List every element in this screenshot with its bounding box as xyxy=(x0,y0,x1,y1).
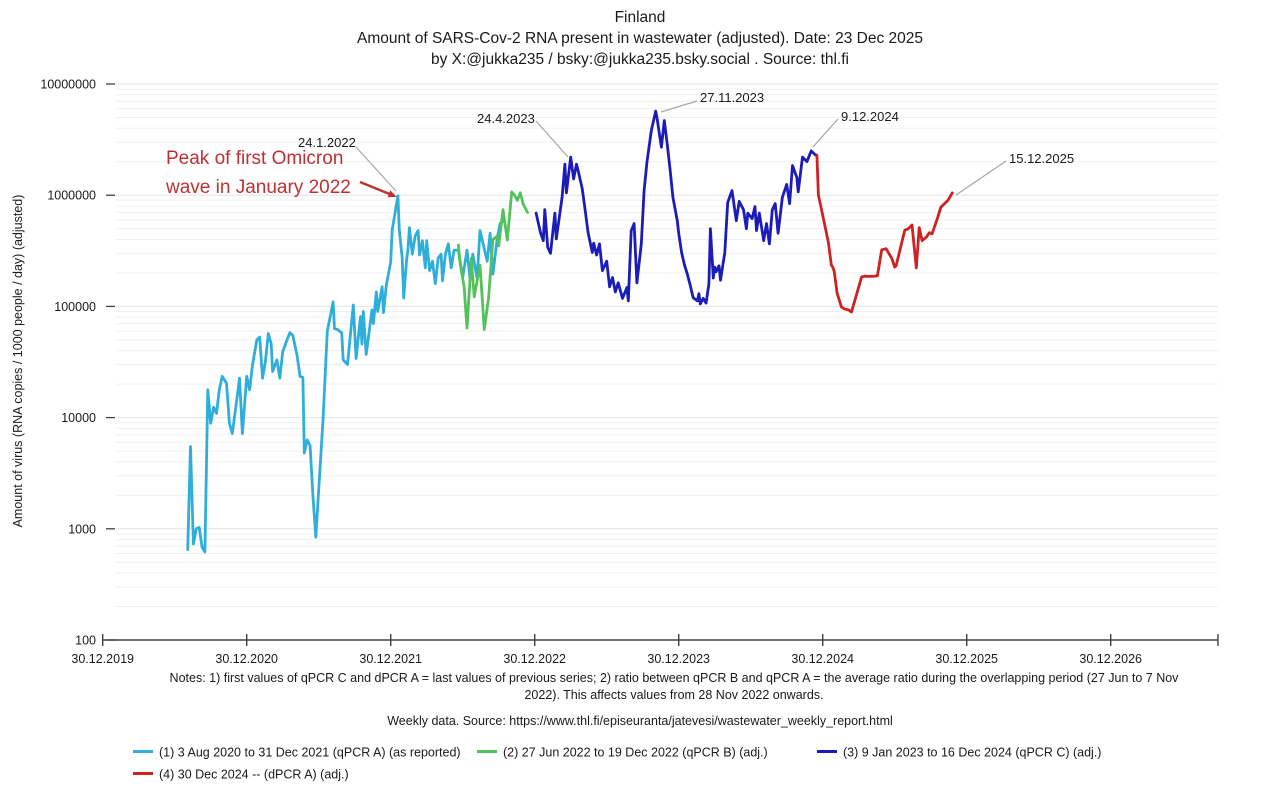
series-line-1 xyxy=(186,194,505,554)
y-tick-label: 10000000 xyxy=(40,78,96,92)
footnote-notes: Notes: 1) first values of qPCR C and dPC… xyxy=(169,671,1179,702)
legend-item-series1: (1) 3 Aug 2020 to 31 Dec 2021 (qPCR A) (… xyxy=(133,745,461,761)
omicron-arrowhead xyxy=(387,190,397,198)
y-axis-title: Amount of virus (RNA copies / 1000 peopl… xyxy=(11,194,25,528)
x-tick-label: 30.12.2019 xyxy=(71,652,134,666)
chart-title-country: Finland xyxy=(614,9,666,26)
x-tick-label: 30.12.2026 xyxy=(1079,652,1142,666)
legend-swatch-series1 xyxy=(133,749,153,753)
y-axis: 10000000 1000000 100000 10000 1000 100 xyxy=(40,78,115,648)
legend-label-series2: (2) 27 Jun 2022 to 19 Dec 2022 (qPCR B) … xyxy=(503,745,768,760)
y-tick-label: 1000000 xyxy=(47,189,96,203)
omicron-annotation-text: Peak of first Omicron wave in January 20… xyxy=(166,148,351,198)
x-tick-label: 30.12.2024 xyxy=(791,652,854,666)
legend-swatch-series4 xyxy=(133,771,153,775)
footnote-source: Weekly data. Source: https://www.thl.fi/… xyxy=(387,714,893,728)
y-tick-label: 10000 xyxy=(61,411,96,425)
annotation-leader-lines xyxy=(355,100,1007,196)
annotation-date-label: 9.12.2024 xyxy=(841,109,899,124)
legend-label-series3: (3) 9 Jan 2023 to 16 Dec 2024 (qPCR C) (… xyxy=(843,745,1102,760)
series-line-3 xyxy=(534,109,817,306)
x-tick-label: 30.12.2025 xyxy=(935,652,998,666)
omicron-arrow xyxy=(359,180,393,197)
legend-swatch-series3 xyxy=(817,749,837,753)
x-axis: 30.12.2019 30.12.2020 30.12.2021 30.12.2022… xyxy=(71,634,1219,666)
annotation-date-label: 24.1.2022 xyxy=(298,135,356,150)
legend-item-series3: (3) 9 Jan 2023 to 16 Dec 2024 (qPCR C) (… xyxy=(817,745,1101,761)
gridlines xyxy=(116,83,1218,641)
annotation-date-label: 24.4.2023 xyxy=(477,111,535,126)
x-tick-label: 30.12.2021 xyxy=(359,652,422,666)
series-line-2 xyxy=(456,190,529,331)
annotation-date-label: 15.12.2025 xyxy=(1009,151,1075,166)
y-tick-label: 100000 xyxy=(54,300,96,314)
chart-title-main: Amount of SARS-Cov-2 RNA present in wast… xyxy=(356,30,924,47)
y-tick-label: 1000 xyxy=(68,522,96,536)
x-tick-label: 30.12.2022 xyxy=(503,652,566,666)
x-tick-label: 30.12.2020 xyxy=(215,652,278,666)
x-tick-label: 30.12.2023 xyxy=(647,652,710,666)
legend-item-series2: (2) 27 Jun 2022 to 19 Dec 2022 (qPCR B) … xyxy=(477,745,768,761)
series-line-4 xyxy=(815,153,954,314)
legend-swatch-series2 xyxy=(477,749,497,753)
legend-label-series4: (4) 30 Dec 2024 -- (dPCR A) (adj.) xyxy=(159,767,349,782)
annotation-date-label: 27.11.2023 xyxy=(700,90,765,105)
legend-label-series1: (1) 3 Aug 2020 to 31 Dec 2021 (qPCR A) (… xyxy=(159,745,461,760)
y-tick-label: 100 xyxy=(75,634,96,648)
legend-item-series4: (4) 30 Dec 2024 -- (dPCR A) (adj.) xyxy=(133,767,349,783)
chart-title-byline: by X:@jukka235 / bsky:@jukka235.bsky.soc… xyxy=(430,51,849,68)
